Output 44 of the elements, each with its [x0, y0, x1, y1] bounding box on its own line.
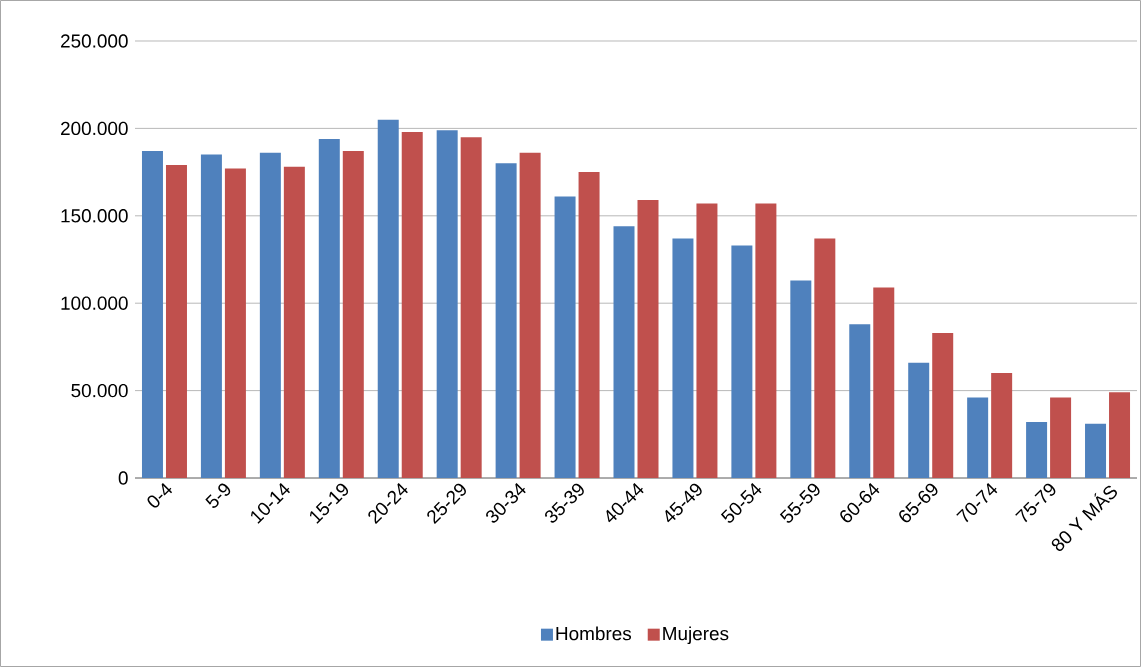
bar	[755, 203, 777, 478]
bar	[519, 152, 541, 478]
bar	[436, 130, 458, 478]
bar	[401, 131, 423, 478]
x-tick-label: 0-4	[147, 482, 173, 508]
bar	[637, 200, 659, 478]
bar	[200, 154, 222, 478]
bar	[495, 163, 517, 478]
bar	[991, 373, 1013, 478]
bar	[460, 137, 482, 478]
bar	[849, 324, 871, 478]
bar	[1085, 423, 1107, 478]
bar	[672, 238, 694, 478]
bar	[814, 238, 836, 478]
bar	[873, 287, 895, 478]
y-tick-label: 0	[118, 471, 128, 485]
legend-label: Hombres	[556, 626, 632, 641]
y-tick-label: 150.000	[61, 209, 128, 223]
bar	[613, 226, 635, 478]
bar	[165, 165, 187, 478]
bar	[967, 397, 989, 478]
bar	[1026, 422, 1048, 478]
y-tick-label: 250.000	[61, 34, 128, 48]
bar	[696, 203, 718, 478]
bar	[932, 332, 954, 478]
bar	[554, 196, 576, 478]
y-tick-label: 100.000	[61, 296, 128, 310]
bar	[908, 362, 930, 478]
x-tick-label: 5-9	[205, 483, 231, 508]
bar	[731, 245, 753, 478]
bar	[342, 151, 364, 478]
bar	[578, 172, 600, 478]
bar	[1109, 392, 1131, 478]
bar	[283, 166, 305, 478]
bar	[790, 280, 812, 478]
bar	[1050, 397, 1072, 478]
bar	[259, 152, 281, 478]
legend-label: Mujeres	[663, 626, 729, 645]
bar	[377, 119, 399, 478]
bar	[318, 138, 340, 478]
y-tick-label: 50.000	[71, 383, 128, 398]
y-tick-label: 200.000	[61, 121, 128, 136]
bar	[224, 168, 246, 478]
bar	[141, 151, 163, 478]
